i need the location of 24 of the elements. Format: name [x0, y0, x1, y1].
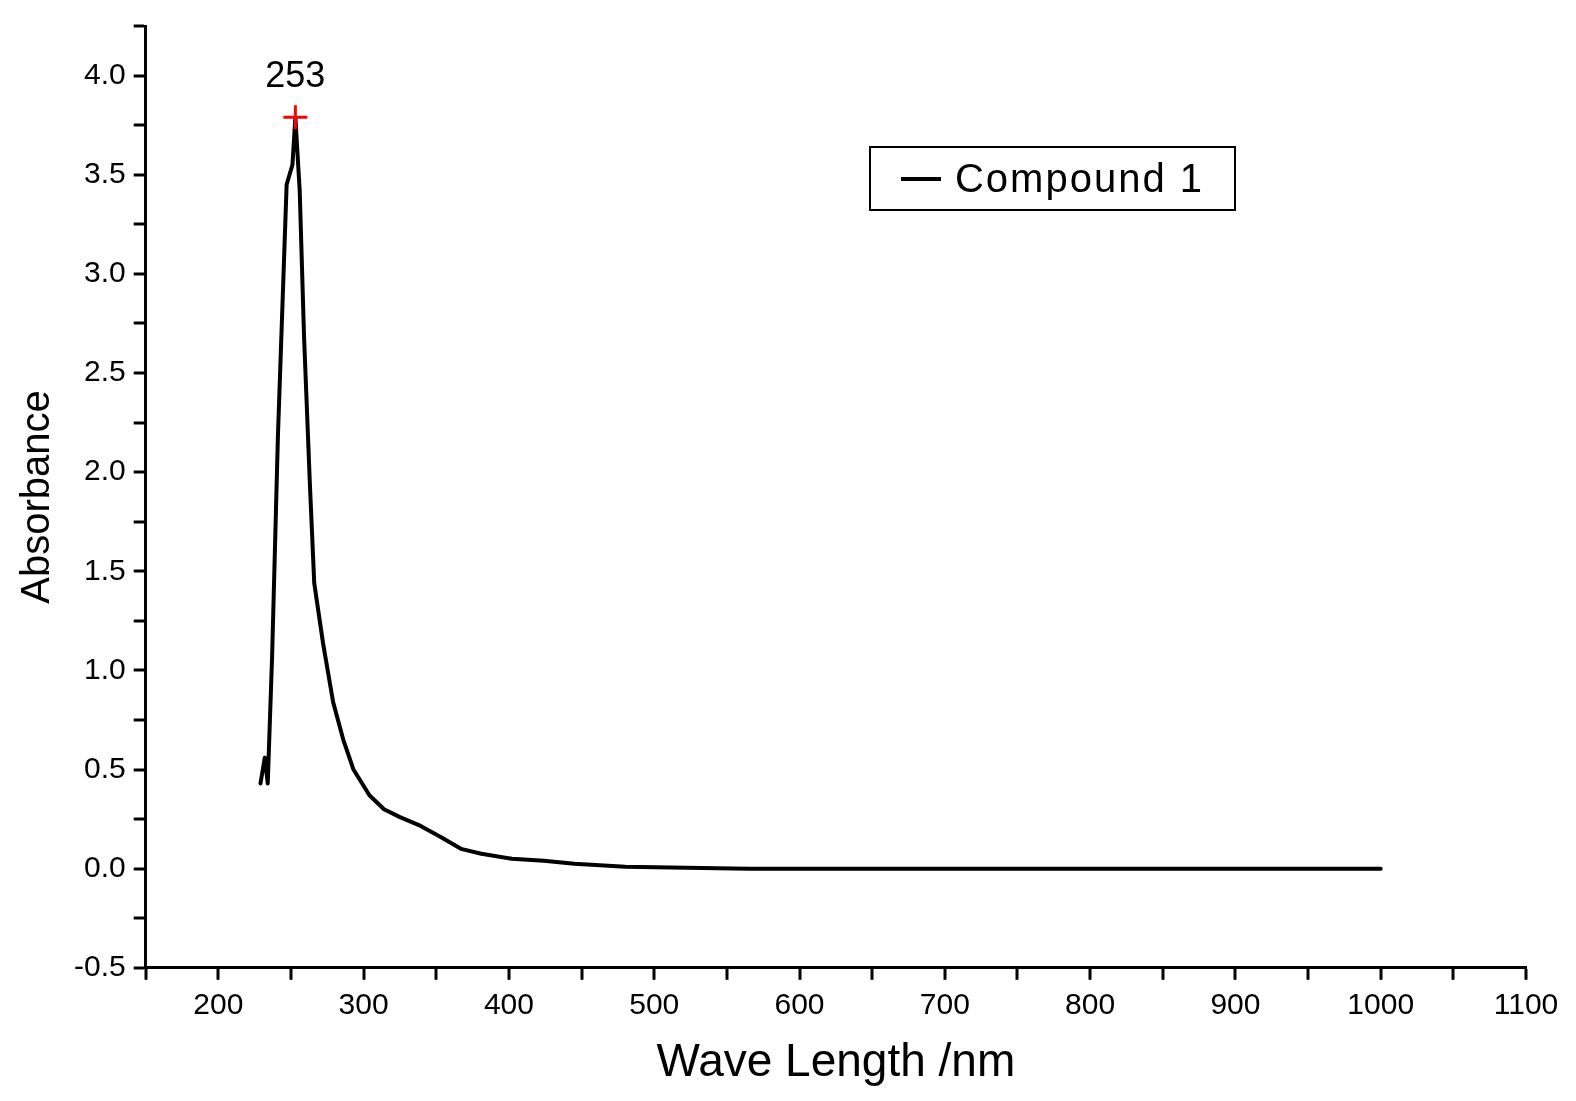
- y-tick-label: 4.0: [83, 56, 126, 90]
- x-tick-label: 1000: [1347, 987, 1415, 1021]
- x-tick-label: 500: [629, 987, 680, 1021]
- y-tick-label: 1.5: [83, 552, 126, 586]
- x-axis-title: Wave Length /nm: [656, 1034, 1016, 1087]
- x-tick-label: 200: [193, 987, 244, 1021]
- legend-label: Compound 1: [954, 156, 1204, 201]
- y-tick-label: 2.0: [83, 453, 126, 487]
- y-axis-title: Absorbance: [13, 390, 58, 604]
- x-tick-label: 300: [338, 987, 389, 1021]
- y-tick-label: -0.5: [73, 949, 126, 983]
- x-tick-label: 700: [919, 987, 970, 1021]
- y-tick-label: 3.5: [83, 155, 126, 189]
- y-tick-label: 1.0: [83, 651, 126, 685]
- x-tick-label: 600: [774, 987, 825, 1021]
- y-tick-label: 0.0: [83, 849, 126, 883]
- x-tick-label: 1100: [1493, 987, 1559, 1021]
- x-tick-label: 900: [1210, 987, 1261, 1021]
- x-tick-label: 800: [1065, 987, 1116, 1021]
- y-tick-label: 3.0: [83, 255, 126, 289]
- annotation: 253: [265, 54, 326, 96]
- y-tick-label: 0.5: [83, 750, 126, 784]
- y-tick-label: 2.5: [83, 354, 126, 388]
- x-tick-label: 400: [483, 987, 534, 1021]
